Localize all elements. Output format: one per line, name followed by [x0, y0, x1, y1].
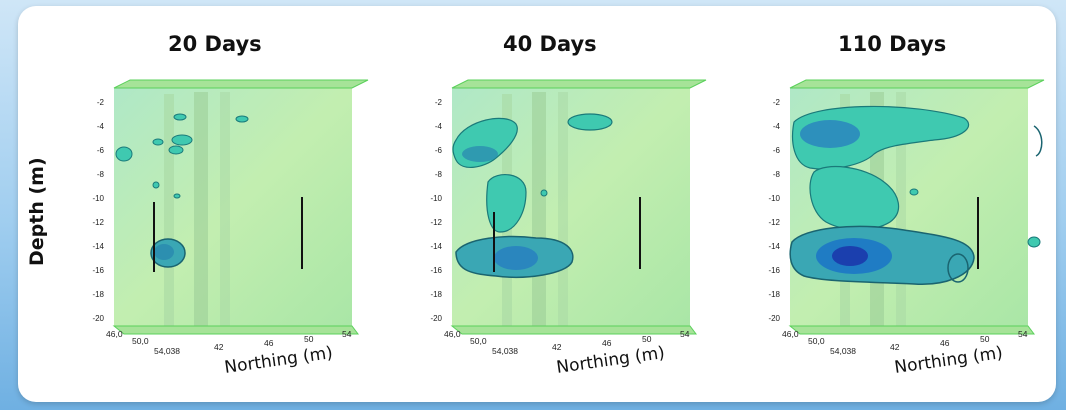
northing-tick: 42 [552, 342, 562, 352]
borehole-plane [558, 92, 568, 330]
northing-tick: 54,038 [492, 346, 518, 356]
northing-tick: 54 [680, 329, 690, 339]
northing-tick: 42 [214, 342, 224, 352]
plume [540, 189, 548, 197]
volume-plot-20-days: -2 -4 -6 -8 -10 -12 -14 -16 -18 -20 46,0… [92, 79, 369, 356]
depth-tick: -4 [97, 122, 105, 131]
plume [115, 146, 133, 162]
depth-tick: -20 [430, 314, 442, 323]
depth-tick: -18 [92, 290, 104, 299]
depth-tick: -16 [768, 266, 780, 275]
northing-tick: 46 [940, 338, 950, 348]
plume [1027, 236, 1041, 248]
borehole-plane [532, 92, 546, 330]
northing-tick: 46 [602, 338, 612, 348]
plume [168, 145, 184, 155]
depth-tick: -20 [92, 314, 104, 323]
plume [173, 193, 181, 199]
plume [909, 188, 919, 196]
northing-tick: 46,0 [106, 329, 123, 339]
depth-tick: -6 [435, 146, 443, 155]
depth-tick: -10 [768, 194, 780, 203]
panel-20-days: 20 Days -2 -4 -6 [38, 6, 369, 402]
borehole-plane [220, 92, 230, 330]
borehole-plane [896, 92, 906, 330]
borehole-plane [194, 92, 208, 330]
depth-tick: -16 [92, 266, 104, 275]
depth-tick: -12 [430, 218, 442, 227]
volume-shading [114, 88, 352, 326]
plume [171, 134, 193, 146]
northing-tick: 50 [642, 334, 652, 344]
top-face [113, 79, 369, 89]
panel-title: 110 Days [838, 32, 947, 56]
bottom-face [450, 325, 697, 335]
depth-tick: -14 [768, 242, 780, 251]
northing-tick: 50,0 [132, 336, 149, 346]
plume-core [462, 146, 498, 162]
depth-tick: -8 [97, 170, 105, 179]
panel-title: 40 Days [503, 32, 597, 56]
northing-tick: 50 [980, 334, 990, 344]
depth-tick: -10 [92, 194, 104, 203]
top-face [451, 79, 707, 89]
plume [235, 115, 249, 123]
northing-tick: 54 [342, 329, 352, 339]
depth-tick: -12 [92, 218, 104, 227]
depth-tick: -2 [773, 98, 781, 107]
northing-tick: 54,038 [154, 346, 180, 356]
depth-tick: -8 [773, 170, 781, 179]
bottom-face [112, 325, 359, 335]
northing-tick: 46,0 [444, 329, 461, 339]
depth-tick: -2 [97, 98, 105, 107]
northing-tick: 46,0 [782, 329, 799, 339]
northing-tick: 50 [304, 334, 314, 344]
depth-tick: -18 [430, 290, 442, 299]
plume-core [494, 246, 538, 270]
borehole-plane [164, 94, 174, 330]
depth-tick: -2 [435, 98, 443, 107]
plume-core [800, 120, 860, 148]
plume-core [154, 244, 174, 260]
depth-tick: -18 [768, 290, 780, 299]
northing-tick: 54,038 [830, 346, 856, 356]
depth-tick: -14 [92, 242, 104, 251]
volume-plot-40-days: -2 -4 -6 -8 -10 -12 -14 -16 -18 -20 46,0… [430, 79, 707, 356]
depth-tick: -8 [435, 170, 443, 179]
depth-tick: -16 [430, 266, 442, 275]
northing-tick: 46 [264, 338, 274, 348]
panel-40-days: 40 Days -2 -4 -6 -8 -10 -12 -14 -16 [376, 6, 707, 402]
plume-outline [1033, 125, 1043, 157]
depth-tick: -4 [773, 122, 781, 131]
northing-tick: 50,0 [470, 336, 487, 346]
depth-tick: -20 [768, 314, 780, 323]
northing-tick: 50,0 [808, 336, 825, 346]
figure-card: Depth (m) 20 Days [18, 6, 1056, 402]
plume [567, 113, 613, 131]
plume [152, 181, 160, 189]
plume [809, 165, 900, 231]
plume [173, 113, 187, 121]
bottom-face [788, 325, 1035, 335]
depth-tick: -12 [768, 218, 780, 227]
plume-core-dark [832, 246, 868, 266]
depth-tick: -10 [430, 194, 442, 203]
top-face [789, 79, 1045, 89]
northing-tick: 54 [1018, 329, 1028, 339]
panel-title: 20 Days [168, 32, 262, 56]
northing-tick: 42 [890, 342, 900, 352]
depth-tick: -4 [435, 122, 443, 131]
depth-tick: -14 [430, 242, 442, 251]
depth-tick: -6 [773, 146, 781, 155]
volume-plot-110-days: -2 -4 -6 -8 -10 -12 -14 -16 -18 -20 46,0… [768, 79, 1045, 356]
plume [486, 174, 527, 233]
plume [152, 138, 164, 146]
plume-outline [947, 253, 969, 283]
panel-110-days: 110 Days -2 -4 -6 -8 -10 -12 [714, 6, 1045, 402]
depth-tick: -6 [97, 146, 105, 155]
